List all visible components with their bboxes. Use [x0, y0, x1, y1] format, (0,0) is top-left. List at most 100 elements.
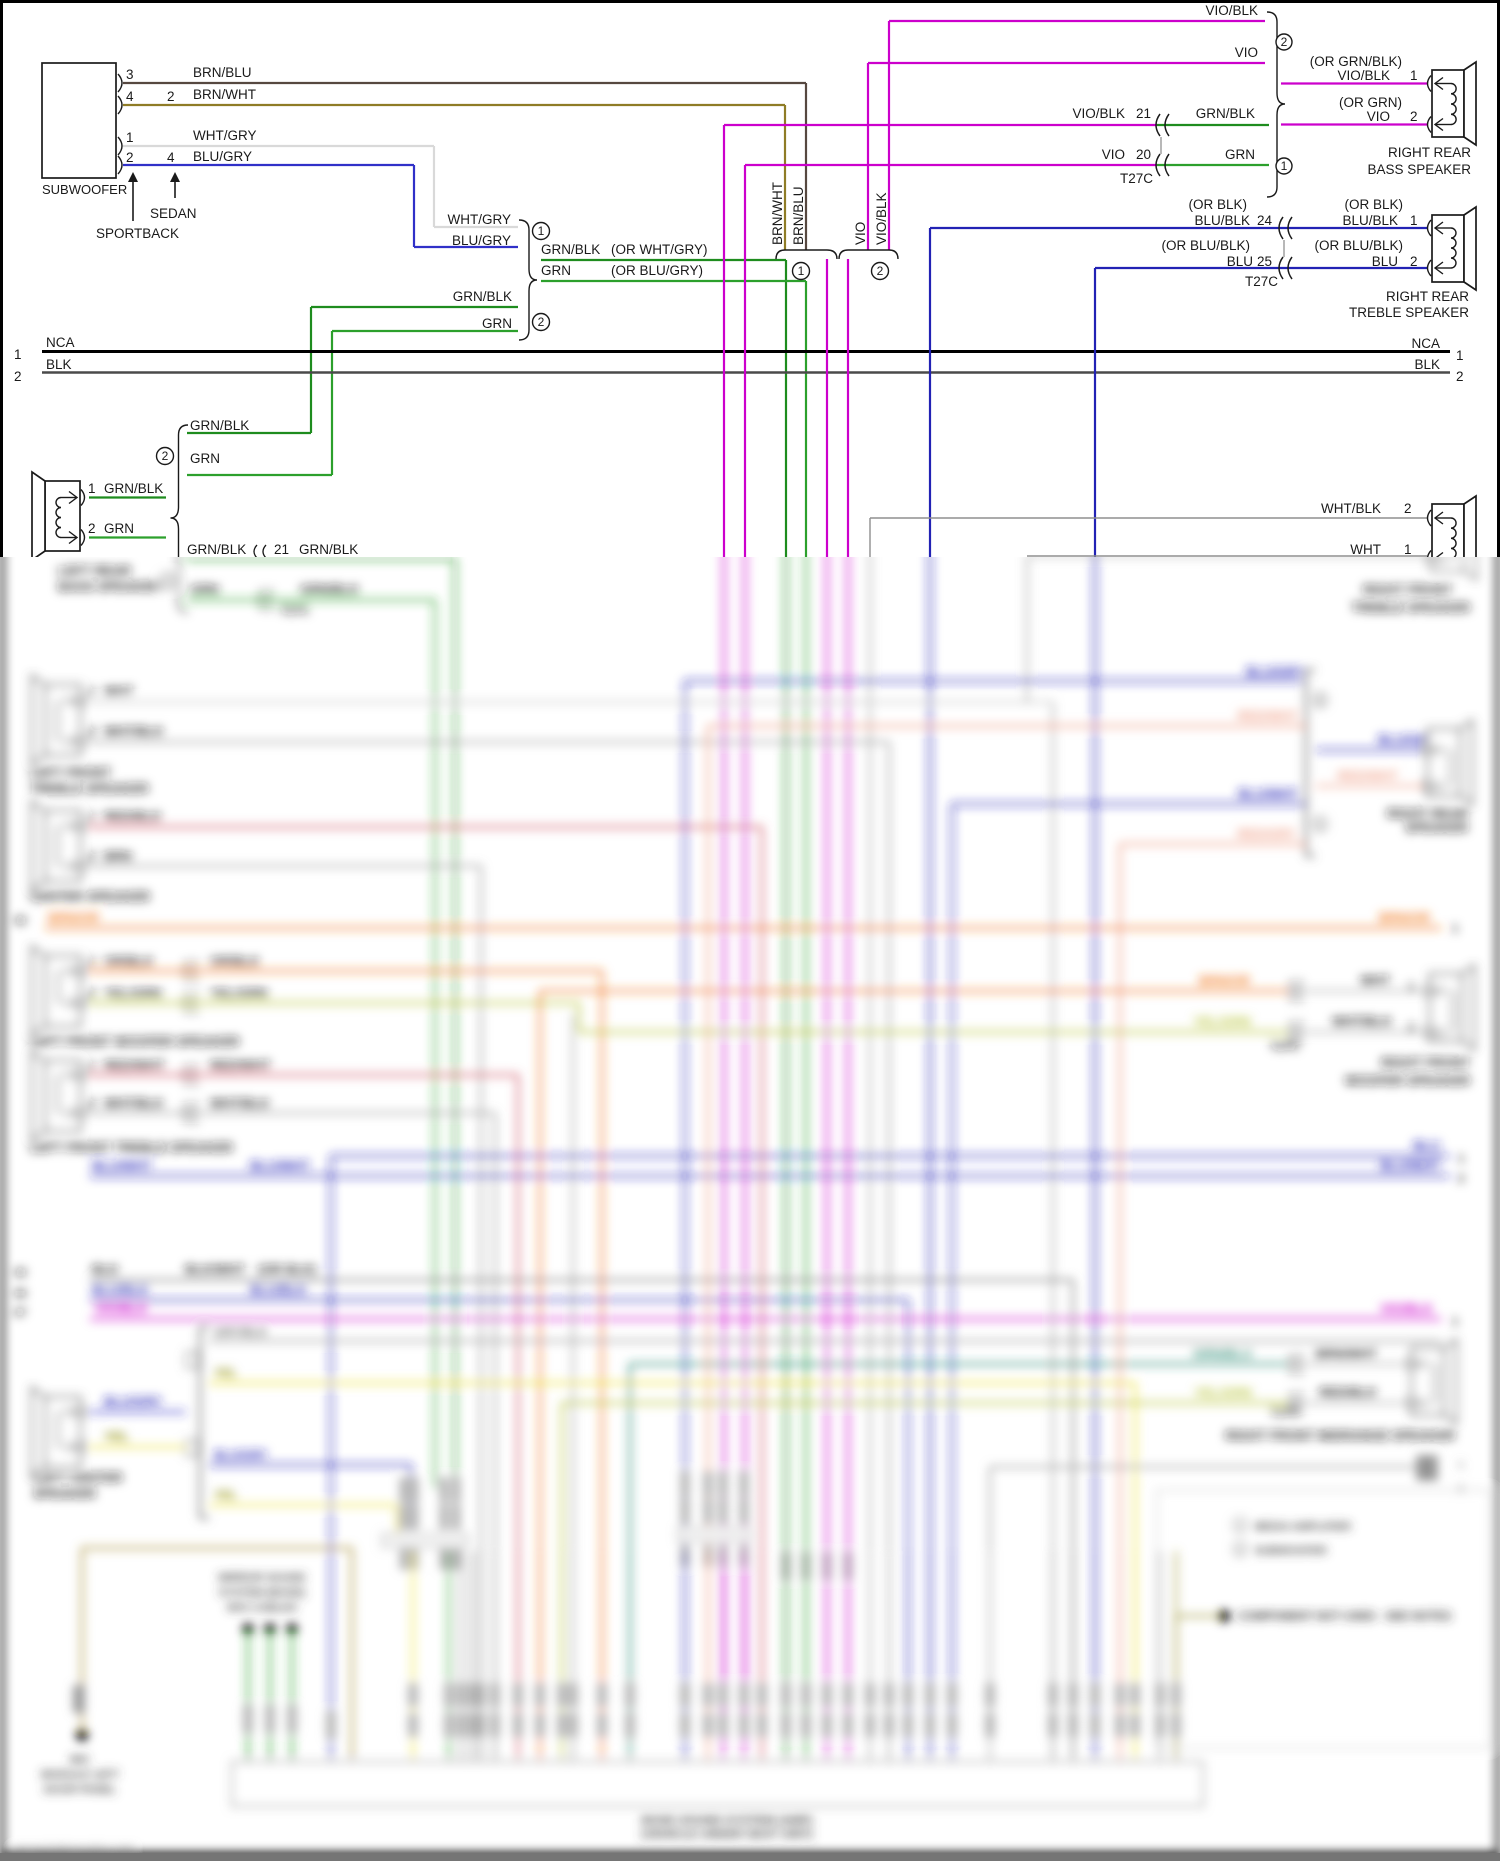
- svg-text:LEFT FRONT WOOFER SPEAKER: LEFT FRONT WOOFER SPEAKER: [30, 1034, 240, 1049]
- svg-text:(VEHICLE UNDER SEAT UNIT): (VEHICLE UNDER SEAT UNIT): [641, 1827, 813, 1841]
- svg-text:1: 1: [1317, 819, 1323, 831]
- svg-text:2: 2: [1410, 109, 1418, 124]
- svg-text:BLU/BLK: BLU/BLK: [250, 1282, 308, 1297]
- svg-text:GRN: GRN: [1225, 147, 1255, 162]
- svg-text:BLU/WHT: BLU/WHT: [1380, 1158, 1440, 1173]
- svg-text:2: 2: [1456, 369, 1464, 384]
- svg-text:RED/WHT: RED/WHT: [210, 1058, 271, 1073]
- svg-text:RED/GRY: RED/GRY: [1237, 826, 1296, 841]
- svg-text:BLU: BLU: [1413, 1138, 1440, 1153]
- svg-text:CENTER SPEAKER: CENTER SPEAKER: [30, 889, 151, 904]
- svg-text:RIGHT REAR: RIGHT REAR: [1386, 289, 1469, 304]
- svg-text:(OR BLU/GRY): (OR BLU/GRY): [611, 263, 703, 278]
- svg-text:BRN/OR: BRN/OR: [1199, 973, 1251, 988]
- svg-text:WHT: WHT: [1350, 542, 1381, 557]
- svg-text:SPEAKER: SPEAKER: [33, 1486, 96, 1501]
- svg-text:SEDAN: SEDAN: [150, 206, 197, 221]
- svg-text:RIGHT REAR: RIGHT REAR: [1387, 806, 1469, 821]
- svg-text:WHT: WHT: [104, 684, 134, 699]
- svg-text:BLK: BLK: [92, 1262, 119, 1277]
- svg-text:BASS SPEAKER: BASS SPEAKER: [58, 579, 161, 594]
- svg-text:(OR BLK): (OR BLK): [258, 1262, 317, 1277]
- svg-text:LEFT FRONT TREBLE SPEAKER: LEFT FRONT TREBLE SPEAKER: [30, 1140, 234, 1155]
- svg-text:GRN: GRN: [190, 451, 220, 466]
- svg-text:BLK: BLK: [46, 357, 72, 372]
- svg-text:VIO: VIO: [1102, 147, 1125, 162]
- svg-text:BLU/GRY: BLU/GRY: [452, 233, 511, 248]
- svg-text:WHT/BLK: WHT/BLK: [1321, 501, 1381, 516]
- svg-text:GRN/BLK: GRN/BLK: [541, 242, 600, 257]
- svg-text:GRN: GRN: [104, 521, 134, 536]
- svg-text:WHT/GRY: WHT/GRY: [193, 128, 257, 143]
- svg-text:2: 2: [877, 264, 884, 278]
- svg-text:RIGHT FRONT MIDRANGE SPEAKER: RIGHT FRONT MIDRANGE SPEAKER: [1225, 1428, 1455, 1443]
- svg-text:GRN/BLK: GRN/BLK: [299, 542, 358, 557]
- svg-text:MEDIA AMPLIFIER: MEDIA AMPLIFIER: [1254, 1521, 1351, 1533]
- svg-text:BLU/GRY: BLU/GRY: [104, 1394, 162, 1409]
- svg-text:GRN/BLK: GRN/BLK: [190, 418, 249, 433]
- svg-text:VIO/BLK: VIO/BLK: [874, 192, 889, 245]
- svg-text:BRN/OR: BRN/OR: [48, 910, 100, 925]
- svg-text:24: 24: [1257, 213, 1273, 228]
- svg-text:GRN/BLK: GRN/BLK: [1196, 106, 1255, 121]
- svg-text:2: 2: [88, 1096, 95, 1111]
- svg-text:2: 2: [88, 521, 96, 536]
- svg-text:VIO/BLK: VIO/BLK: [1205, 3, 1258, 18]
- svg-text:VIO: VIO: [1367, 109, 1390, 124]
- svg-text:GRY/BLK: GRY/BLK: [214, 1325, 268, 1339]
- svg-text:2: 2: [1408, 1021, 1415, 1035]
- svg-text:BLK: BLK: [1414, 357, 1440, 372]
- svg-text:1: 1: [1410, 213, 1418, 228]
- svg-text:BRN/WHT: BRN/WHT: [1316, 1346, 1377, 1361]
- svg-text:SPEAKER: SPEAKER: [1405, 820, 1468, 835]
- svg-text:WOOFER SPEAKER: WOOFER SPEAKER: [1345, 1073, 1471, 1088]
- svg-text:RIGHT FRONT: RIGHT FRONT: [1381, 1055, 1470, 1070]
- svg-text:BLU/WHT: BLU/WHT: [1238, 786, 1298, 801]
- svg-text:VIO/BLK: VIO/BLK: [1380, 1301, 1433, 1316]
- svg-text:2: 2: [88, 986, 95, 1001]
- svg-text:2: 2: [1237, 1545, 1243, 1556]
- svg-text:VIO: VIO: [1235, 45, 1258, 60]
- svg-text:1: 1: [1456, 348, 1464, 363]
- svg-text:(OR BLK): (OR BLK): [1188, 197, 1247, 212]
- svg-text:21: 21: [1136, 106, 1151, 121]
- svg-text:1: 1: [126, 130, 134, 145]
- svg-text:BLU/BLK: BLU/BLK: [1342, 213, 1398, 228]
- svg-text:TREBLE SPEAKER: TREBLE SPEAKER: [1349, 305, 1469, 320]
- svg-text:1: 1: [1404, 542, 1412, 557]
- svg-text:BLU/BLK: BLU/BLK: [1194, 213, 1250, 228]
- svg-text:GRN/BLK: GRN/BLK: [300, 582, 360, 597]
- svg-text:(OR BLK): (OR BLK): [1344, 197, 1403, 212]
- svg-text:COMPONENT NOT USED - SEE NOTES: COMPONENT NOT USED - SEE NOTES: [1238, 1611, 1452, 1623]
- svg-text:MODULE LEFT: MODULE LEFT: [41, 1769, 119, 1781]
- svg-text:WHT: WHT: [1360, 973, 1390, 988]
- svg-text:GRN/BLK: GRN/BLK: [453, 289, 512, 304]
- svg-text:BLU/WHT: BLU/WHT: [250, 1158, 310, 1173]
- svg-text:2: 2: [1281, 35, 1288, 49]
- svg-text:1: 1: [88, 481, 96, 496]
- svg-text:BLK/WHT: BLK/WHT: [185, 1262, 245, 1277]
- svg-text:BRN/BLU: BRN/BLU: [193, 65, 252, 80]
- svg-text:TREBLE SPEAKER: TREBLE SPEAKER: [1352, 600, 1471, 615]
- svg-text:OR/BLK: OR/BLK: [210, 954, 260, 969]
- svg-text:4: 4: [167, 150, 175, 165]
- svg-text:WHT/BLK: WHT/BLK: [210, 1096, 271, 1111]
- svg-text:2: 2: [167, 89, 175, 104]
- svg-text:BLU: BLU: [1372, 254, 1398, 269]
- svg-text:BRN/WHT: BRN/WHT: [770, 182, 785, 245]
- svg-text:WHT/BLK: WHT/BLK: [1332, 1014, 1393, 1029]
- svg-text:YEL: YEL: [104, 1429, 129, 1444]
- svg-text:1: 1: [1237, 1521, 1243, 1532]
- svg-text:NCA: NCA: [1411, 336, 1440, 351]
- svg-text:YEL/GRN: YEL/GRN: [1193, 1014, 1251, 1029]
- svg-text:BLU/GRY: BLU/GRY: [1246, 664, 1304, 679]
- svg-text:RED/WHT: RED/WHT: [1237, 708, 1298, 723]
- svg-text:LEFT FRONT: LEFT FRONT: [30, 765, 111, 780]
- svg-text:2: 2: [88, 849, 95, 864]
- svg-text:GRN: GRN: [482, 316, 512, 331]
- svg-text:BOSE SOUND SYSTEM (AMP): BOSE SOUND SYSTEM (AMP): [641, 1813, 812, 1827]
- svg-text:NCA: NCA: [46, 335, 75, 350]
- svg-text:LEFT CENTER: LEFT CENTER: [33, 1470, 123, 1485]
- svg-text:WHT/BLK: WHT/BLK: [104, 1096, 165, 1111]
- svg-text:BLU/GRY: BLU/GRY: [1378, 732, 1436, 747]
